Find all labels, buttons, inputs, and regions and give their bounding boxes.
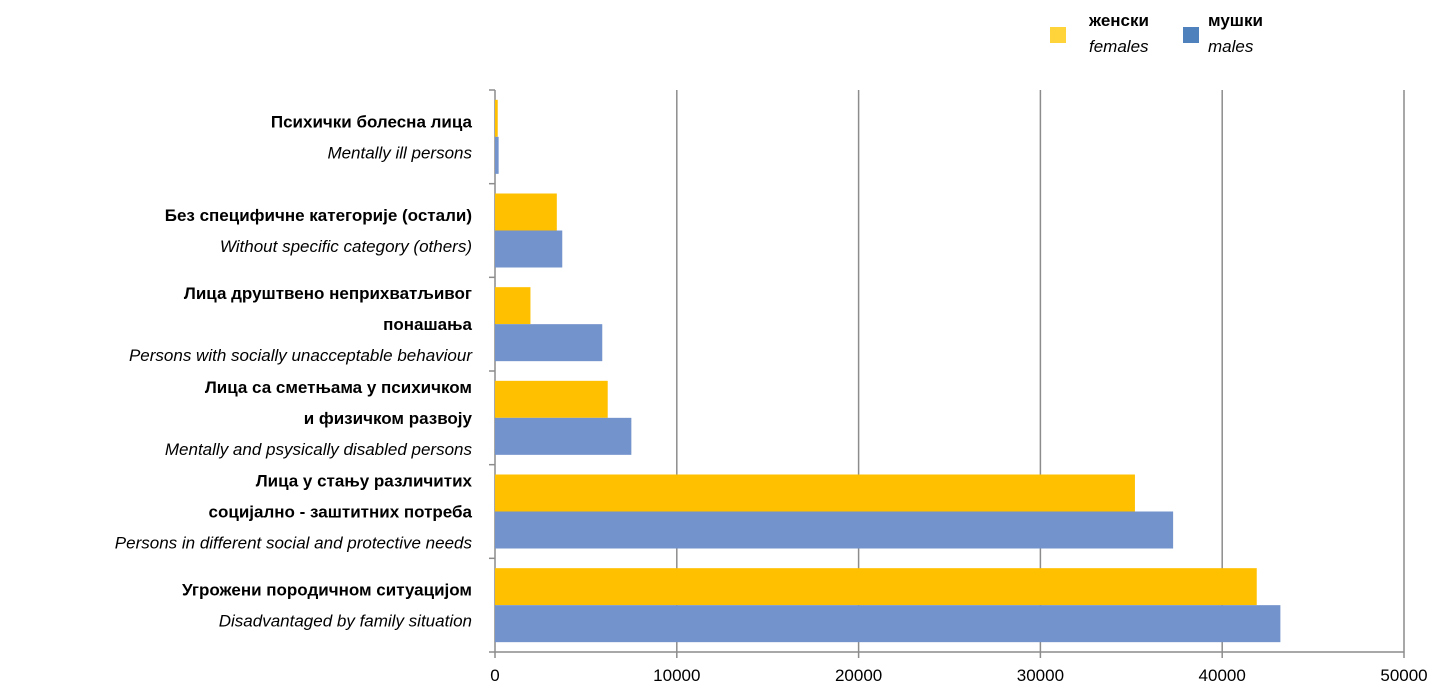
bar-females: [495, 568, 1257, 606]
category-label-sr: Лица у стању различитих: [256, 472, 473, 491]
x-tick-label: 50000: [1380, 666, 1427, 685]
category-label-en: Mentally ill persons: [327, 143, 472, 162]
bar-males: [495, 136, 499, 174]
category-label-sr: Угрожени породичном ситуацијом: [182, 581, 472, 600]
category-label-en: Disadvantaged by family situation: [219, 612, 472, 631]
bar-females: [495, 380, 608, 418]
bar-males: [495, 511, 1174, 549]
bar-females: [495, 193, 557, 231]
x-tick-label: 40000: [1199, 666, 1246, 685]
category-label-sr: Без специфичне категорије (остали): [165, 206, 472, 225]
category-label-sr: и физичком развоју: [304, 409, 473, 428]
legend-label-sr: женски: [1088, 11, 1149, 30]
bar-females: [495, 99, 498, 137]
category-label-sr: Лица са сметњама у психичком: [205, 378, 472, 397]
category-label-en: Without specific category (others): [220, 237, 472, 256]
category-label-en: Persons in different social and protecti…: [115, 534, 473, 553]
legend-marker-females: [1050, 27, 1066, 43]
legend-marker-males: [1183, 27, 1199, 43]
x-tick-label: 10000: [653, 666, 700, 685]
bar-males: [495, 417, 632, 455]
bar-males: [495, 230, 563, 268]
category-label-en: Persons with socially unacceptable behav…: [129, 346, 473, 365]
category-label-sr: Лица друштвено неприхватљивог: [184, 284, 472, 303]
legend-label-en: females: [1089, 37, 1149, 56]
x-tick-label: 20000: [835, 666, 882, 685]
legend-label-en: males: [1208, 37, 1254, 56]
bar-males: [495, 324, 603, 362]
x-tick-label: 0: [490, 666, 499, 685]
category-label-sr: социјално - заштитних потреба: [209, 503, 473, 522]
legend-label-sr: мушки: [1208, 11, 1263, 30]
category-label-sr: понашања: [383, 315, 472, 334]
bar-females: [495, 287, 531, 325]
category-label-en: Mentally and psysically disabled persons: [165, 440, 473, 459]
x-tick-label: 30000: [1017, 666, 1064, 685]
bar-females: [495, 474, 1135, 512]
bar-males: [495, 605, 1281, 643]
category-label-sr: Психички болесна лица: [271, 112, 473, 131]
